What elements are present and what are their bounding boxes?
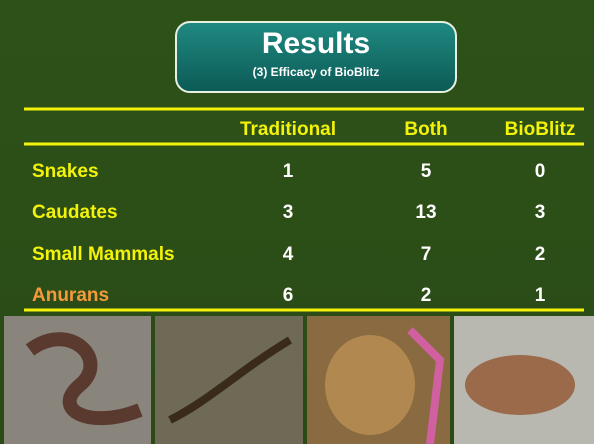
title: Results bbox=[262, 27, 370, 60]
mammal bbox=[325, 335, 415, 435]
snake bbox=[25, 332, 143, 426]
cell: 0 bbox=[535, 161, 546, 182]
cell: 5 bbox=[421, 161, 432, 182]
cell: 2 bbox=[421, 285, 432, 306]
cell: 3 bbox=[535, 202, 546, 223]
cell: 4 bbox=[283, 244, 294, 265]
salamander bbox=[168, 336, 293, 424]
subtitle: (3) Efficacy of BioBlitz bbox=[253, 65, 380, 79]
cell: 6 bbox=[283, 285, 294, 306]
glove bbox=[407, 327, 445, 444]
cell: 7 bbox=[421, 244, 432, 265]
row-label: Anurans bbox=[32, 285, 109, 306]
title-box bbox=[175, 21, 457, 93]
frog bbox=[465, 355, 575, 415]
cell: 2 bbox=[535, 244, 546, 265]
column-header: Both bbox=[404, 119, 447, 140]
row-label: Caudates bbox=[32, 202, 118, 223]
row-label: Snakes bbox=[32, 161, 99, 182]
column-header: Traditional bbox=[240, 119, 336, 140]
column-header: BioBlitz bbox=[505, 119, 576, 140]
photos bbox=[4, 316, 594, 444]
cell: 1 bbox=[535, 285, 546, 306]
cell: 13 bbox=[415, 202, 436, 223]
row-label: Small Mammals bbox=[32, 244, 175, 265]
cell: 1 bbox=[283, 161, 294, 182]
cell: 3 bbox=[283, 202, 294, 223]
